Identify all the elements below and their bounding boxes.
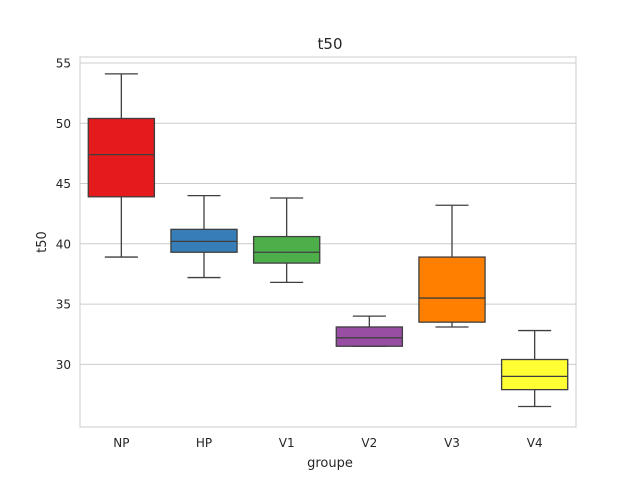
y-tick-label: 40 bbox=[56, 237, 71, 251]
y-tick-label: 50 bbox=[56, 117, 71, 131]
box-V1 bbox=[252, 197, 321, 284]
x-axis-label: groupe bbox=[307, 456, 353, 471]
chart-title: t50 bbox=[318, 35, 343, 53]
y-tick-label: 35 bbox=[56, 298, 71, 312]
iqr-box bbox=[87, 117, 156, 198]
x-tick-labels: NP HP V1 V2 V3 V4 bbox=[113, 436, 542, 450]
x-tick-label: V2 bbox=[361, 436, 377, 450]
iqr-box bbox=[500, 358, 569, 391]
x-tick-label: V4 bbox=[527, 436, 543, 450]
box-HP bbox=[170, 194, 238, 279]
y-axis-label: t50 bbox=[35, 231, 50, 253]
x-tick-label: V3 bbox=[444, 436, 460, 450]
iqr-box bbox=[335, 326, 404, 347]
x-tick-label: HP bbox=[196, 436, 212, 450]
box-V4 bbox=[500, 329, 569, 408]
y-tick-labels: 30 35 40 45 50 55 bbox=[56, 57, 71, 372]
iqr-box bbox=[418, 256, 486, 323]
y-tick-label: 45 bbox=[56, 177, 71, 191]
y-tick-label: 30 bbox=[56, 358, 71, 372]
iqr-box bbox=[252, 235, 321, 264]
box-V2 bbox=[335, 315, 404, 347]
box-V3 bbox=[418, 204, 486, 328]
plot-frame bbox=[79, 56, 577, 428]
y-tick-label: 55 bbox=[56, 57, 71, 71]
x-tick-label: V1 bbox=[279, 436, 295, 450]
plot-area bbox=[80, 57, 576, 427]
box-NP bbox=[87, 73, 156, 258]
x-tick-label: NP bbox=[113, 436, 129, 450]
gridlines bbox=[80, 62, 576, 365]
box-series bbox=[87, 73, 569, 408]
